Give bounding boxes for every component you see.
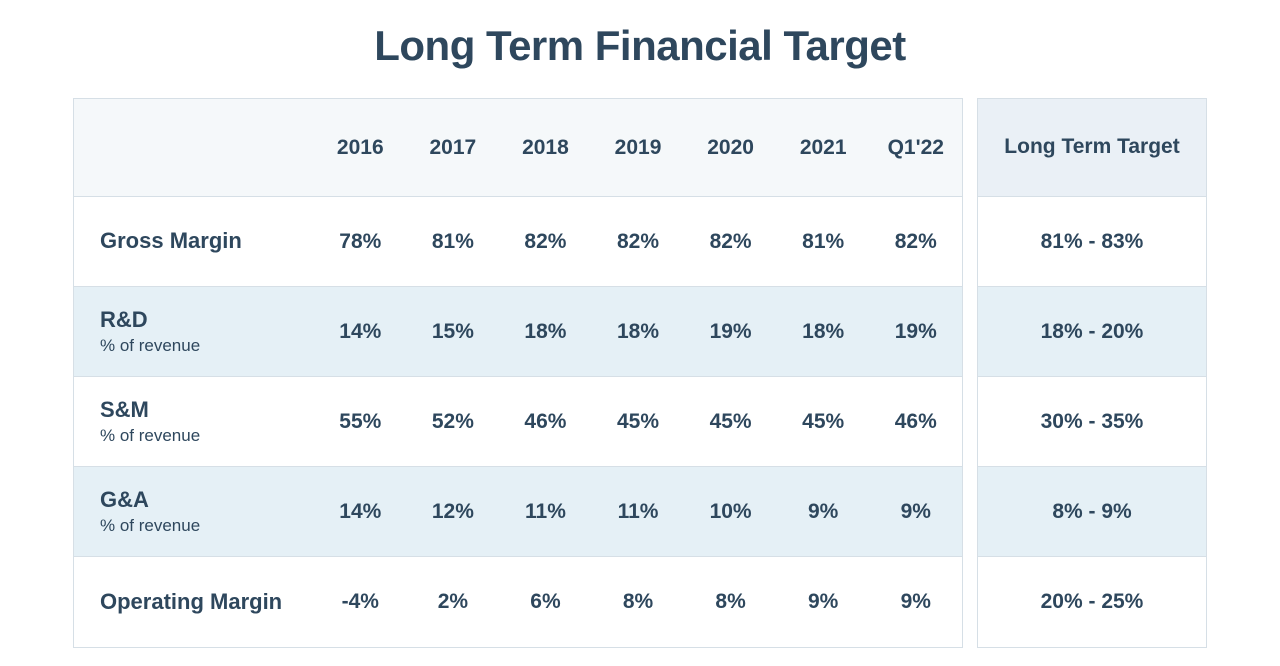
row-label-cell: G&A % of revenue [74,487,314,535]
data-cell: 14% [314,500,407,524]
data-cell: 45% [777,410,870,434]
target-cell: 30% - 35% [978,410,1206,434]
data-cell: 9% [777,500,870,524]
target-table-header: Long Term Target [978,99,1206,197]
data-cell: 18% [777,320,870,344]
data-cell: 82% [869,230,962,254]
data-cell: 15% [407,320,500,344]
data-cell: 45% [684,410,777,434]
row-sublabel: % of revenue [100,336,314,356]
data-cell: 18% [592,320,685,344]
target-row: 30% - 35% [978,377,1206,467]
data-cell: 82% [499,230,592,254]
target-row: 20% - 25% [978,557,1206,647]
row-label-cell: S&M % of revenue [74,397,314,445]
row-label-cell: Operating Margin [74,589,314,615]
row-label: G&A [100,487,314,513]
row-label: Operating Margin [100,589,314,615]
col-header: Q1'22 [869,136,962,160]
data-cell: 8% [684,590,777,614]
col-header: 2016 [314,136,407,160]
target-cell: 20% - 25% [978,590,1206,614]
data-cell: 46% [499,410,592,434]
data-cell: 10% [684,500,777,524]
table-row: Gross Margin 78% 81% 82% 82% 82% 81% 82% [74,197,962,287]
col-header: 2017 [407,136,500,160]
col-header: 2020 [684,136,777,160]
data-cell: 82% [592,230,685,254]
data-cell: 14% [314,320,407,344]
row-label: S&M [100,397,314,423]
table-row: S&M % of revenue 55% 52% 46% 45% 45% 45%… [74,377,962,467]
data-cell: 19% [684,320,777,344]
col-header: 2018 [499,136,592,160]
row-label-cell: Gross Margin [74,228,314,254]
row-sublabel: % of revenue [100,516,314,536]
data-cell: -4% [314,590,407,614]
data-cell: 9% [869,500,962,524]
data-cell: 46% [869,410,962,434]
data-cell: 19% [869,320,962,344]
row-label-cell: R&D % of revenue [74,307,314,355]
page: Long Term Financial Target 2016 2017 201… [0,0,1280,648]
table-row: G&A % of revenue 14% 12% 11% 11% 10% 9% … [74,467,962,557]
tables-container: 2016 2017 2018 2019 2020 2021 Q1'22 Gros… [0,98,1280,648]
data-cell: 82% [684,230,777,254]
table-row: Operating Margin -4% 2% 6% 8% 8% 9% 9% [74,557,962,647]
data-cell: 9% [777,590,870,614]
data-cell: 8% [592,590,685,614]
target-cell: 81% - 83% [978,230,1206,254]
target-cell: 18% - 20% [978,320,1206,344]
target-header-label: Long Term Target [978,134,1206,160]
row-label: Gross Margin [100,228,314,254]
target-row: 81% - 83% [978,197,1206,287]
main-table-header: 2016 2017 2018 2019 2020 2021 Q1'22 [74,99,962,197]
row-label: R&D [100,307,314,333]
row-sublabel: % of revenue [100,426,314,446]
data-cell: 6% [499,590,592,614]
data-cell: 55% [314,410,407,434]
data-cell: 9% [869,590,962,614]
data-cell: 78% [314,230,407,254]
data-cell: 45% [592,410,685,434]
data-cell: 18% [499,320,592,344]
data-cell: 11% [499,500,592,524]
data-cell: 12% [407,500,500,524]
table-row: R&D % of revenue 14% 15% 18% 18% 19% 18%… [74,287,962,377]
target-cell: 8% - 9% [978,500,1206,524]
col-header: 2019 [592,136,685,160]
main-table: 2016 2017 2018 2019 2020 2021 Q1'22 Gros… [73,98,963,648]
col-header: 2021 [777,136,870,160]
data-cell: 81% [777,230,870,254]
data-cell: 52% [407,410,500,434]
target-table: Long Term Target 81% - 83% 18% - 20% 30%… [977,98,1207,648]
target-row: 8% - 9% [978,467,1206,557]
data-cell: 2% [407,590,500,614]
page-title: Long Term Financial Target [0,22,1280,70]
data-cell: 81% [407,230,500,254]
target-row: 18% - 20% [978,287,1206,377]
data-cell: 11% [592,500,685,524]
